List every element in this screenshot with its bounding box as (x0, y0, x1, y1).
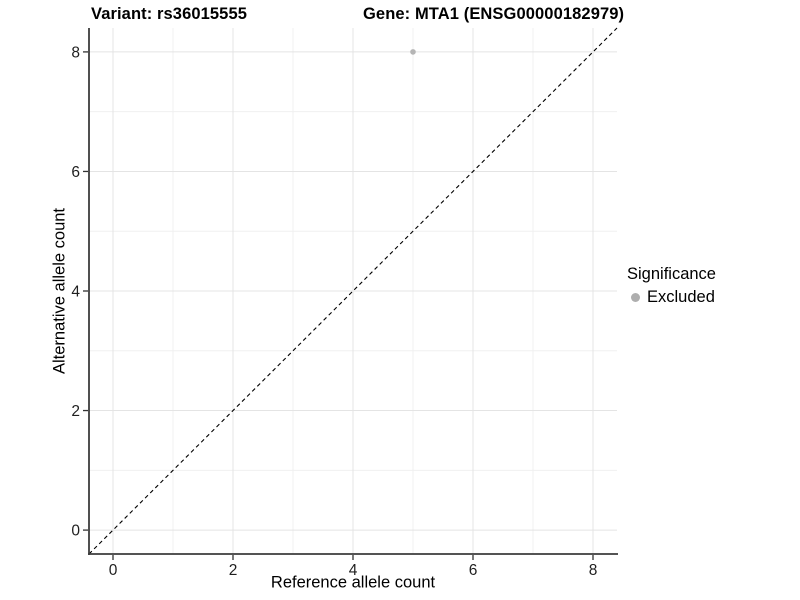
legend-title: Significance (627, 265, 716, 283)
y-tick-label: 0 (71, 523, 80, 540)
x-tick-label: 8 (589, 562, 598, 579)
y-tick-label: 2 (71, 403, 80, 420)
identity-reference-line (88, 27, 618, 555)
data-point (410, 49, 416, 55)
legend-item-label: Excluded (647, 288, 715, 306)
x-axis-title: Reference allele count (270, 573, 436, 592)
x-tick-label: 0 (109, 562, 118, 579)
y-tick-label: 8 (71, 44, 80, 61)
variant-title: Variant: rs36015555 (91, 5, 248, 23)
gene-title: Gene: MTA1 (ENSG00000182979) (363, 5, 625, 23)
x-tick-label: 6 (469, 562, 478, 579)
legend-key-dot-icon (631, 293, 640, 302)
x-tick-label: 2 (229, 562, 238, 579)
legend-items: Excluded (627, 288, 716, 307)
y-tick-label: 4 (71, 284, 80, 301)
y-tick-label: 6 (71, 164, 80, 181)
x-tick-label: 4 (349, 562, 358, 579)
legend: Significance Excluded (627, 265, 716, 307)
legend-item: Excluded (627, 288, 716, 307)
y-axis-title: Alternative allele count (50, 207, 69, 375)
